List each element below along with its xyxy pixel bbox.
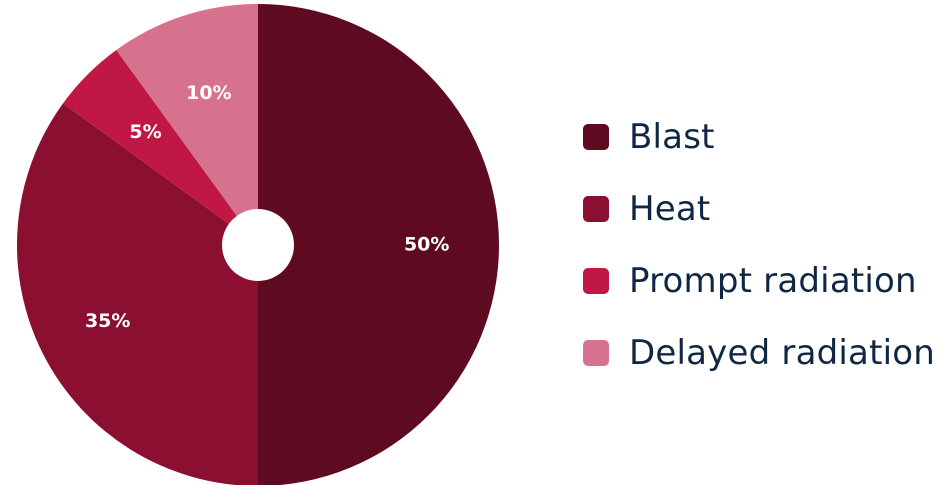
slice-delayed-radiation <box>116 4 259 245</box>
legend-label-heat: Heat <box>629 189 711 229</box>
legend-item-delayed-radiation: Delayed radiation <box>583 328 935 378</box>
slice-heat <box>17 103 258 485</box>
slice-label-heat: 35% <box>85 310 130 332</box>
legend-swatch-heat <box>583 196 609 222</box>
donut-hole <box>222 209 294 281</box>
legend: Blast Heat Prompt radiation Delayed radi… <box>583 112 935 378</box>
legend-label-delayed-radiation: Delayed radiation <box>629 333 936 373</box>
legend-item-prompt-radiation: Prompt radiation <box>583 256 935 306</box>
legend-swatch-prompt-radiation <box>583 268 609 294</box>
slice-label-delayed-radiation: 10% <box>186 82 231 104</box>
slice-prompt-radiation <box>63 50 259 246</box>
legend-swatch-blast <box>583 124 609 150</box>
slice-label-blast: 50% <box>404 234 449 256</box>
legend-swatch-delayed-radiation <box>583 340 609 366</box>
slice-blast <box>258 4 499 485</box>
legend-item-blast: Blast <box>583 112 935 162</box>
legend-label-prompt-radiation: Prompt radiation <box>629 261 917 301</box>
legend-item-heat: Heat <box>583 184 935 234</box>
slice-label-prompt-radiation: 5% <box>129 121 161 143</box>
legend-label-blast: Blast <box>629 117 715 157</box>
